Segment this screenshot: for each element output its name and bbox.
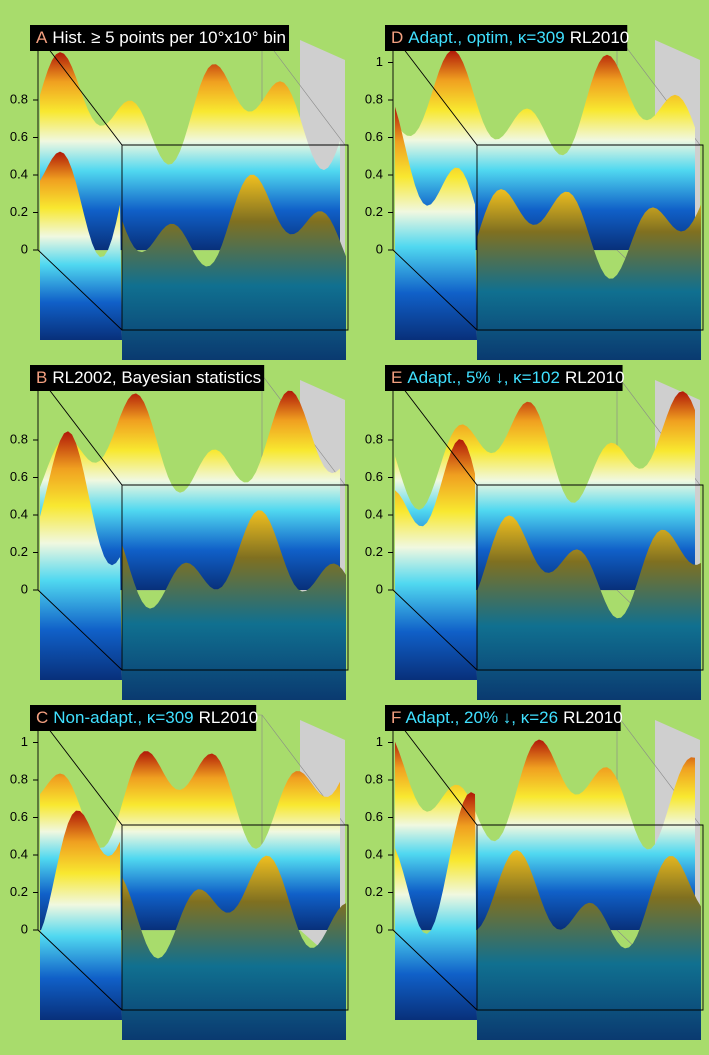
title-part: B	[36, 368, 47, 387]
surface-left	[40, 810, 122, 1020]
y-tick-label: 0.6	[365, 129, 383, 144]
title-text: C Non-adapt., κ=309 RL2010	[36, 708, 258, 727]
y-tick-label: 0.4	[365, 166, 383, 181]
cube-front	[37, 374, 349, 671]
y-tick-label: 0.8	[365, 771, 383, 786]
title-background	[385, 365, 623, 391]
y-tick-label: 0	[21, 241, 28, 256]
y-tick-label: 0.2	[10, 884, 28, 899]
y-tick-label: 0.6	[365, 809, 383, 824]
y-tick-label: 0.8	[10, 431, 28, 446]
y-tick-label: 0	[376, 581, 383, 596]
panel: 0 0.2 0.4 0.6 0.8 E Adapt., 5% ↓, κ=102 RL2010	[365, 365, 704, 700]
panel-title: E Adapt., 5% ↓, κ=102 RL2010	[385, 365, 625, 391]
panel-title: B RL2002, Bayesian statistics	[30, 365, 265, 391]
title-part: Adapt., optim, κ=309	[408, 28, 564, 47]
title-background	[385, 705, 621, 731]
title-part: F	[391, 708, 401, 727]
y-tick-label: 0.6	[10, 469, 28, 484]
surface-front	[122, 174, 346, 360]
y-tick-label: 1	[376, 734, 383, 749]
title-part: Adapt., 5% ↓, κ=102	[407, 368, 560, 387]
y-tick-label: 0.2	[10, 544, 28, 559]
surface-front	[477, 850, 701, 1040]
cube-front	[37, 714, 349, 1011]
title-background	[385, 25, 628, 51]
cube-front	[392, 34, 704, 331]
surface-left	[40, 431, 122, 680]
y-tick-label: 0.2	[365, 884, 383, 899]
y-tick-label: 0	[376, 241, 383, 256]
title-background	[30, 705, 257, 731]
y-tick-label: 0.2	[365, 204, 383, 219]
y-tick-label: 1	[376, 54, 383, 69]
title-text: D Adapt., optim, κ=309 RL2010	[391, 28, 629, 47]
y-tick-label: 0.4	[10, 846, 28, 861]
title-part: A	[36, 28, 48, 47]
y-tick-label: 0.6	[10, 809, 28, 824]
panel-title: A Hist. ≥ 5 points per 10°x10° bin	[30, 25, 290, 51]
title-background	[30, 25, 290, 51]
title-part: C	[36, 708, 48, 727]
y-tick-label: 0.6	[365, 469, 383, 484]
title-part: Hist. ≥ 5 points per 10°x10° bin	[52, 28, 286, 47]
title-part: RL2010	[199, 708, 259, 727]
surface-left	[40, 151, 122, 340]
panel: 0 0.2 0.4 0.6 0.8 1F Adapt., 20% ↓, κ=26 RL2010	[365, 705, 704, 1040]
surface-left	[395, 106, 477, 341]
title-part: Non-adapt., κ=309	[53, 708, 193, 727]
panel: 0 0.2 0.4 0.6 0.8 B RL2002, Bayesian statistic…	[10, 365, 349, 700]
panel-title: F Adapt., 20% ↓, κ=26 RL2010	[385, 705, 623, 731]
title-text: B RL2002, Bayesian statistics	[36, 368, 261, 387]
cube-front	[37, 34, 349, 331]
title-text: E Adapt., 5% ↓, κ=102 RL2010	[391, 368, 625, 387]
panel-title: C Non-adapt., κ=309 RL2010	[30, 705, 258, 731]
panel: 0 0.2 0.4 0.6 0.8 A Hist. ≥ 5 points per 10°x1…	[10, 25, 349, 360]
y-tick-label: 0	[21, 921, 28, 936]
y-tick-label: 0	[21, 581, 28, 596]
title-text: F Adapt., 20% ↓, κ=26 RL2010	[391, 708, 623, 727]
surface-front	[122, 855, 346, 1040]
surface-front	[122, 510, 346, 700]
y-tick-label: 0.4	[10, 506, 28, 521]
y-tick-label: 0	[376, 921, 383, 936]
title-part: RL2010	[563, 708, 623, 727]
title-part: RL2010	[565, 368, 625, 387]
title-background	[30, 365, 265, 391]
title-part: RL2002, Bayesian statistics	[52, 368, 261, 387]
y-tick-label: 0.8	[365, 431, 383, 446]
y-tick-label: 0.4	[365, 506, 383, 521]
y-tick-label: 0.4	[10, 166, 28, 181]
panel-title: D Adapt., optim, κ=309 RL2010	[385, 25, 629, 51]
title-part: RL2010	[570, 28, 630, 47]
y-tick-label: 0.2	[10, 204, 28, 219]
y-tick-label: 0.6	[10, 129, 28, 144]
title-text: A Hist. ≥ 5 points per 10°x10° bin	[36, 28, 286, 47]
y-tick-label: 0.8	[365, 91, 383, 106]
panel: 0 0.2 0.4 0.6 0.8 1D Adapt., optim, κ=309 RL201…	[365, 25, 704, 360]
y-tick-label: 0.8	[10, 91, 28, 106]
y-tick-label: 1	[21, 734, 28, 749]
surface-left	[395, 792, 477, 1020]
title-part: Adapt., 20% ↓, κ=26	[405, 708, 558, 727]
surface-front	[477, 189, 701, 360]
surface-front	[477, 515, 701, 700]
title-part: E	[391, 368, 402, 387]
panel: 0 0.2 0.4 0.6 0.8 1C Non-adapt., κ=309 RL2010	[10, 705, 349, 1040]
surface-left	[395, 439, 477, 680]
y-tick-label: 0.4	[365, 846, 383, 861]
y-tick-label: 0.8	[10, 771, 28, 786]
cube-front	[392, 714, 704, 1011]
cube-front	[392, 374, 704, 671]
title-part: D	[391, 28, 403, 47]
y-tick-label: 0.2	[365, 544, 383, 559]
